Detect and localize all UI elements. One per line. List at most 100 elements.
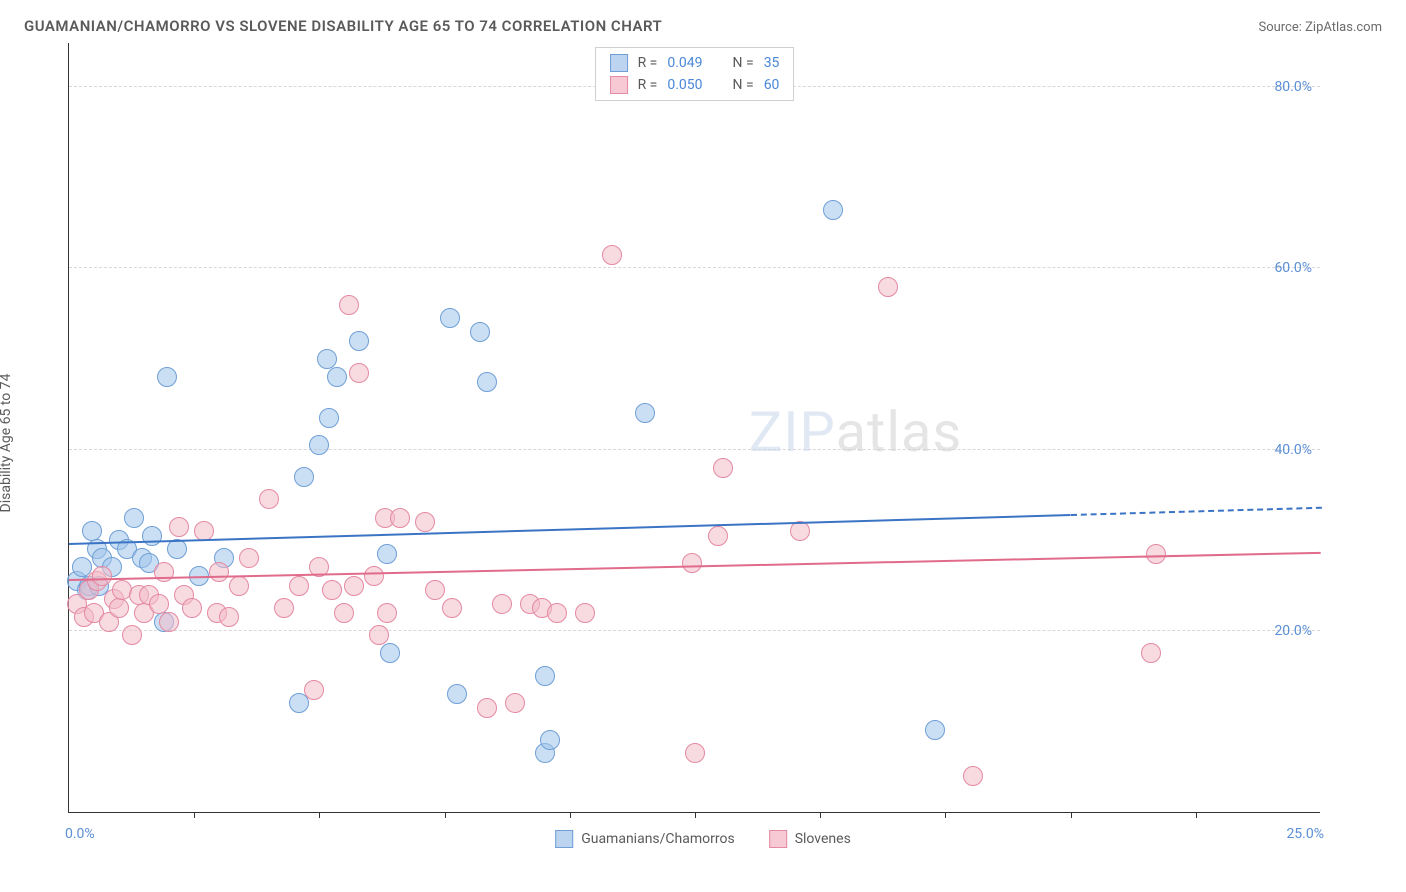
y-tick-label: 60.0% (1274, 260, 1312, 276)
chart-area: Disability Age 65 to 74 20.0%40.0%60.0%8… (24, 43, 1382, 843)
y-tick-label: 40.0% (1274, 442, 1312, 458)
scatter-point (790, 521, 810, 541)
x-axis-min-label: 0.0% (65, 826, 95, 842)
scatter-point (470, 322, 490, 342)
scatter-point (209, 562, 229, 582)
scatter-point (157, 367, 177, 387)
scatter-point (317, 349, 337, 369)
scatter-point (540, 730, 560, 750)
scatter-point (109, 598, 129, 618)
scatter-point (82, 521, 102, 541)
n-label: N = (733, 55, 754, 71)
scatter-point (602, 245, 622, 265)
x-tick (319, 812, 320, 818)
x-tick (194, 812, 195, 818)
scatter-point (1141, 643, 1161, 663)
scatter-point (304, 680, 324, 700)
trend-line (1071, 507, 1321, 516)
scatter-point (440, 308, 460, 328)
scatter-point (327, 367, 347, 387)
scatter-point (334, 603, 354, 623)
scatter-point (477, 372, 497, 392)
gridline (69, 449, 1320, 450)
n-value: 35 (764, 55, 780, 71)
y-tick-label: 20.0% (1274, 623, 1312, 639)
scatter-point (92, 566, 112, 586)
r-label: R = (638, 77, 658, 93)
legend-swatch (610, 76, 628, 94)
legend-top: R =0.049N =35R =0.050N =60 (595, 47, 795, 101)
scatter-point (390, 508, 410, 528)
scatter-point (309, 435, 329, 455)
gridline (69, 267, 1320, 268)
x-tick (445, 812, 446, 818)
legend-top-row: R =0.050N =60 (610, 74, 780, 96)
scatter-point (713, 458, 733, 478)
scatter-point (442, 598, 462, 618)
y-axis-label: Disability Age 65 to 74 (0, 374, 14, 513)
scatter-point (635, 403, 655, 423)
scatter-point (415, 512, 435, 532)
plot-region: 20.0%40.0%60.0%80.0%0.0%25.0%ZIPatlasR =… (68, 43, 1320, 813)
source-value: ZipAtlas.com (1305, 20, 1382, 35)
scatter-point (349, 363, 369, 383)
scatter-point (339, 295, 359, 315)
legend-label: Slovenes (795, 831, 851, 847)
x-tick (570, 812, 571, 818)
scatter-point (535, 666, 555, 686)
scatter-point (369, 625, 389, 645)
scatter-point (322, 580, 342, 600)
scatter-point (447, 684, 467, 704)
scatter-point (505, 693, 525, 713)
scatter-point (274, 598, 294, 618)
legend-bottom-item: Guamanians/Chamorros (555, 830, 735, 848)
scatter-point (963, 766, 983, 786)
scatter-point (575, 603, 595, 623)
scatter-point (377, 544, 397, 564)
scatter-point (477, 698, 497, 718)
scatter-point (708, 526, 728, 546)
legend-swatch (555, 830, 573, 848)
scatter-point (377, 603, 397, 623)
legend-bottom: Guamanians/Chamorros Slovenes (555, 830, 851, 848)
scatter-point (319, 408, 339, 428)
x-tick (1196, 812, 1197, 818)
scatter-point (364, 566, 384, 586)
scatter-point (349, 331, 369, 351)
scatter-point (380, 643, 400, 663)
scatter-point (122, 625, 142, 645)
x-tick (945, 812, 946, 818)
n-value: 60 (764, 77, 780, 93)
scatter-point (685, 743, 705, 763)
scatter-point (425, 580, 445, 600)
scatter-point (219, 607, 239, 627)
scatter-point (823, 200, 843, 220)
scatter-point (878, 277, 898, 297)
scatter-point (124, 508, 144, 528)
scatter-point (344, 576, 364, 596)
r-value: 0.050 (667, 77, 702, 93)
chart-title: GUAMANIAN/CHAMORRO VS SLOVENE DISABILITY… (24, 17, 662, 35)
scatter-point (289, 576, 309, 596)
x-axis-max-label: 25.0% (1286, 826, 1324, 842)
scatter-point (1146, 544, 1166, 564)
scatter-point (259, 489, 279, 509)
trend-line (69, 514, 1071, 545)
scatter-point (229, 576, 249, 596)
watermark: ZIPatlas (749, 399, 963, 465)
scatter-point (294, 467, 314, 487)
r-value: 0.049 (667, 55, 702, 71)
x-tick (695, 812, 696, 818)
legend-top-row: R = 0.049 N = 35 (610, 52, 780, 74)
scatter-point (167, 539, 187, 559)
legend-bottom-item: Slovenes (769, 830, 851, 848)
legend-swatch (610, 54, 628, 72)
scatter-point (182, 598, 202, 618)
chart-header: GUAMANIAN/CHAMORRO VS SLOVENE DISABILITY… (0, 0, 1406, 43)
r-label: R = (638, 55, 658, 71)
scatter-point (169, 517, 189, 537)
source-label: Source: (1258, 20, 1305, 35)
legend-label: Guamanians/Chamorros (581, 831, 735, 847)
chart-source: Source: ZipAtlas.com (1258, 16, 1382, 35)
scatter-point (239, 548, 259, 568)
